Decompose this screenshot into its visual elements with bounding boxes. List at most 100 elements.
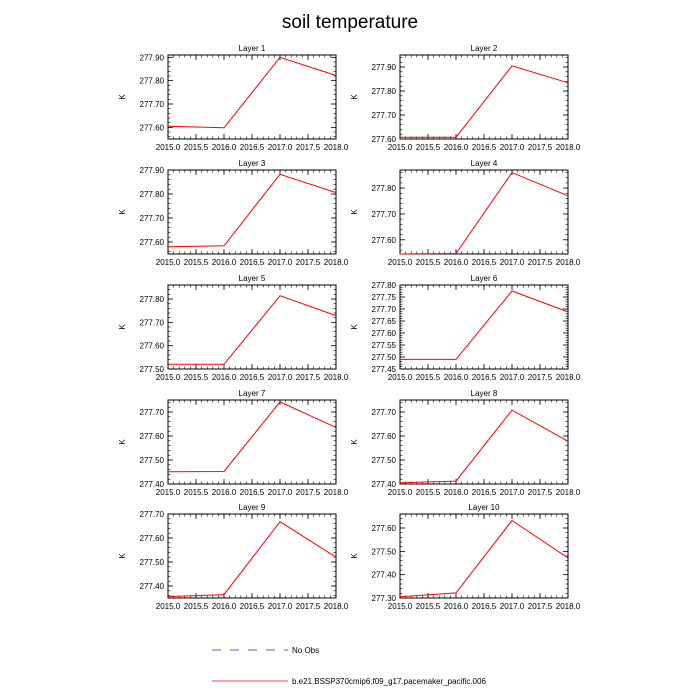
x-tick-label: 2018.0 <box>324 602 349 611</box>
series-line <box>399 409 569 484</box>
x-tick-label: 2015.0 <box>156 258 181 267</box>
y-tick-label: 277.60 <box>372 236 397 245</box>
x-tick-label: 2016.5 <box>240 373 265 382</box>
x-tick-label: 2015.5 <box>184 488 209 497</box>
y-tick-label: 277.90 <box>140 166 165 175</box>
panel-title: Layer 5 <box>239 274 266 283</box>
y-tick-label: 277.60 <box>140 123 165 132</box>
x-tick-label: 2017.5 <box>528 143 553 152</box>
x-tick-label: 2016.0 <box>212 373 237 382</box>
y-tick-label: 277.60 <box>140 432 165 441</box>
x-tick-label: 2015.0 <box>388 143 413 152</box>
x-tick-label: 2015.5 <box>184 373 209 382</box>
x-tick-label: 2017.5 <box>296 488 321 497</box>
panel-title: Layer 6 <box>471 274 498 283</box>
y-axis-label: K <box>350 553 359 559</box>
panel-title: Layer 9 <box>239 503 266 512</box>
figure-title: soil temperature <box>282 12 418 33</box>
x-tick-label: 2018.0 <box>556 602 581 611</box>
y-tick-label: 277.60 <box>140 342 165 351</box>
x-tick-label: 2017.5 <box>528 488 553 497</box>
y-axis-label: K <box>118 94 127 100</box>
x-tick-label: 2016.5 <box>472 373 497 382</box>
panel-title: Layer 3 <box>239 159 266 168</box>
x-tick-label: 2018.0 <box>324 488 349 497</box>
y-tick-label: 277.50 <box>140 365 165 374</box>
legend-obs-label: No Obs <box>292 646 319 655</box>
x-tick-label: 2016.0 <box>444 602 469 611</box>
x-tick-label: 2017.0 <box>500 143 525 152</box>
panel-title: Layer 8 <box>471 389 498 398</box>
y-axis-label: K <box>118 553 127 559</box>
x-tick-label: 2017.5 <box>528 602 553 611</box>
y-tick-label: 277.50 <box>372 547 397 556</box>
x-tick-label: 2015.0 <box>388 602 413 611</box>
plot-frame <box>399 169 569 255</box>
y-tick-label: 277.30 <box>372 594 397 603</box>
y-axis-label: K <box>118 439 127 445</box>
x-tick-label: 2017.5 <box>296 143 321 152</box>
x-tick-label: 2016.0 <box>444 258 469 267</box>
x-tick-label: 2016.0 <box>212 143 237 152</box>
panel-layer-6: Layer 6 K 277.45 277.50 277.55 277.60 277.65 27… <box>350 274 581 382</box>
series-line <box>400 290 569 360</box>
plot-frame <box>167 513 337 599</box>
y-tick-label: 277.80 <box>372 184 397 193</box>
series-line <box>167 521 337 598</box>
y-tick-label: 277.60 <box>140 534 165 543</box>
plot-frame <box>399 399 569 485</box>
series-line <box>167 56 337 129</box>
x-tick-label: 2018.0 <box>324 373 349 382</box>
x-tick-label: 2016.5 <box>472 258 497 267</box>
x-tick-label: 2018.0 <box>556 488 581 497</box>
series-line <box>167 401 337 473</box>
panel-title: Layer 1 <box>239 44 266 53</box>
x-tick-label: 2016.0 <box>444 488 469 497</box>
x-tick-label: 2016.0 <box>444 373 469 382</box>
x-tick-label: 2015.5 <box>416 143 441 152</box>
x-tick-label: 2017.0 <box>500 488 525 497</box>
y-tick-label: 277.70 <box>140 318 165 327</box>
y-tick-label: 277.60 <box>140 238 165 247</box>
series-line <box>399 519 569 598</box>
x-tick-label: 2015.5 <box>416 602 441 611</box>
x-tick-label: 2018.0 <box>556 373 581 382</box>
x-tick-label: 2015.0 <box>388 488 413 497</box>
x-tick-label: 2018.0 <box>556 258 581 267</box>
x-tick-label: 2015.5 <box>184 143 209 152</box>
x-tick-label: 2018.0 <box>556 143 581 152</box>
y-tick-label: 277.40 <box>140 480 165 489</box>
y-axis-label: K <box>350 439 359 445</box>
y-tick-label: 277.80 <box>140 190 165 199</box>
y-tick-label: 277.50 <box>372 456 397 465</box>
x-tick-label: 2018.0 <box>324 258 349 267</box>
y-tick-label: 277.40 <box>372 571 397 580</box>
series-line <box>167 173 337 248</box>
y-tick-label: 277.45 <box>372 365 397 374</box>
x-tick-label: 2015.5 <box>416 488 441 497</box>
y-tick-label: 277.80 <box>372 281 397 290</box>
y-axis-label: K <box>350 324 359 330</box>
x-tick-label: 2015.5 <box>184 258 209 267</box>
y-tick-label: 277.80 <box>372 87 397 96</box>
legend-model-label: b.e21.BSSP370cmip6.f09_g17.pacemaker_pac… <box>292 677 486 686</box>
x-tick-label: 2017.0 <box>268 488 293 497</box>
y-tick-label: 277.55 <box>372 341 397 350</box>
y-tick-label: 277.80 <box>140 77 165 86</box>
plot-frame <box>167 169 337 255</box>
y-tick-label: 277.50 <box>140 456 165 465</box>
y-tick-label: 277.70 <box>372 305 397 314</box>
y-tick-label: 277.70 <box>372 210 397 219</box>
x-tick-label: 2017.5 <box>296 373 321 382</box>
y-axis-label: K <box>350 209 359 215</box>
x-tick-label: 2016.5 <box>472 143 497 152</box>
x-tick-label: 2015.0 <box>388 258 413 267</box>
